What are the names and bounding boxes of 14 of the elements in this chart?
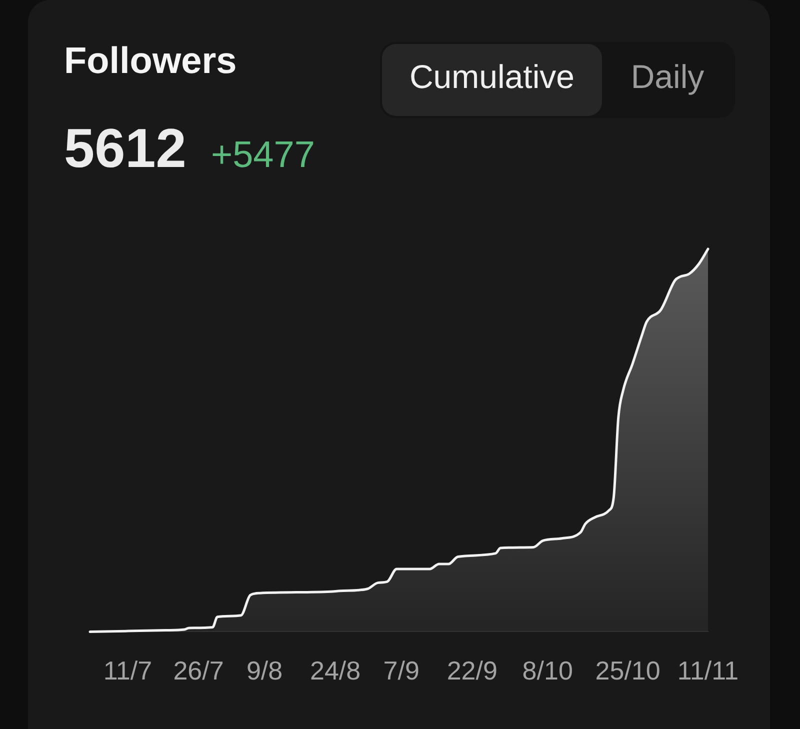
x-tick-label: 22/9 bbox=[446, 656, 498, 686]
x-tick-label: 26/7 bbox=[173, 656, 224, 686]
x-tick-label: 8/10 bbox=[522, 656, 573, 686]
x-tick-label: 7/9 bbox=[383, 656, 420, 686]
x-tick-label: 11/11 bbox=[677, 656, 739, 686]
tab-button[interactable]: Daily bbox=[602, 44, 733, 116]
chart-title: Followers bbox=[64, 40, 237, 81]
x-tick-label: 25/10 bbox=[595, 656, 660, 686]
text: +5477 bbox=[211, 134, 315, 175]
tab-button[interactable]: Cumulative bbox=[382, 44, 602, 116]
x-tick-label: 9/8 bbox=[246, 656, 283, 686]
x-tick-label: 11/7 bbox=[103, 656, 152, 686]
x-tick-label: 24/8 bbox=[310, 656, 361, 686]
text: 5612 bbox=[64, 117, 186, 179]
